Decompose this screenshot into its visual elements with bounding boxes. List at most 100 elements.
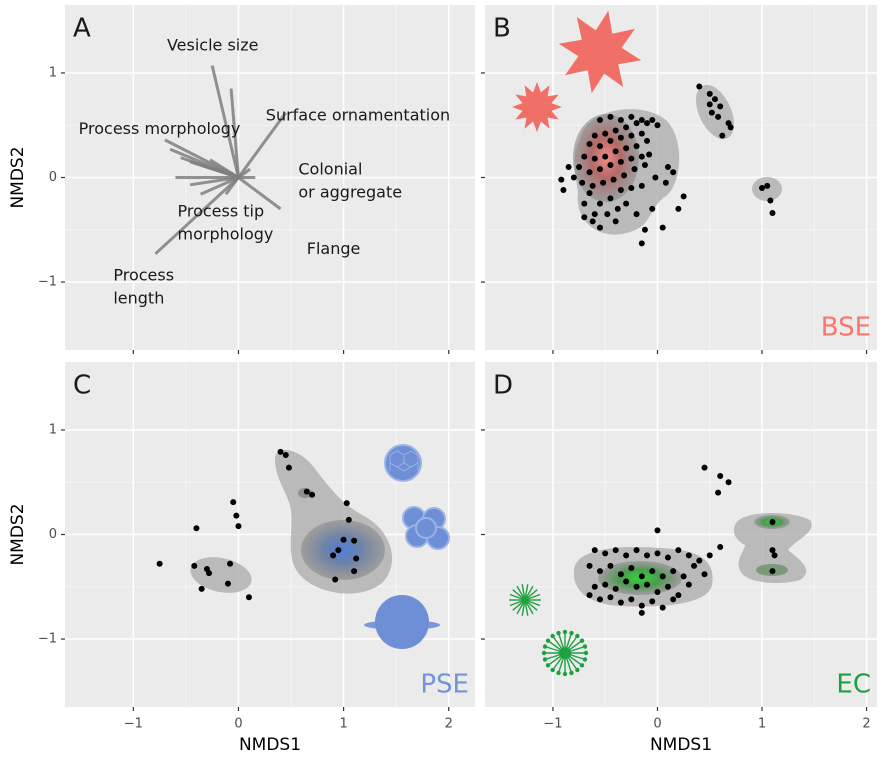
point: [303, 488, 310, 495]
panel-title: D: [493, 371, 513, 401]
point: [617, 134, 624, 141]
y-tick-label: 1: [49, 422, 57, 437]
y-tick-label: 0: [49, 170, 57, 185]
point: [345, 516, 352, 523]
point: [633, 143, 640, 150]
point: [706, 101, 713, 108]
point: [638, 153, 645, 160]
point: [701, 464, 708, 471]
loading-vector: [224, 176, 240, 196]
x-tick-label: −1: [124, 717, 143, 732]
point: [685, 552, 692, 559]
point: [612, 218, 619, 225]
point: [607, 195, 614, 202]
point: [602, 550, 609, 557]
point: [586, 169, 593, 176]
icon: [556, 630, 561, 636]
point: [638, 240, 645, 247]
icon: [582, 657, 588, 662]
point: [717, 544, 724, 551]
point: [596, 596, 603, 603]
labels: −1 0 1 A NMDS2 Vesicle size Surface ornamentat…: [8, 14, 871, 756]
x-tick-label: 2: [862, 717, 870, 732]
point: [617, 571, 624, 578]
point: [612, 585, 619, 592]
loading-vector: [237, 111, 287, 179]
point: [591, 132, 598, 139]
point: [644, 137, 651, 144]
point: [206, 570, 213, 577]
point: [696, 557, 703, 564]
annotation: Process tip: [177, 202, 264, 221]
x-axis-title: NMDS1: [239, 735, 301, 755]
point: [309, 491, 316, 498]
point: [596, 224, 603, 231]
icon: [550, 633, 555, 639]
point: [560, 187, 567, 194]
point: [664, 164, 671, 171]
point: [628, 564, 635, 571]
loading-vector: [237, 176, 282, 211]
point: [628, 596, 635, 603]
point: [596, 200, 603, 207]
point: [701, 571, 708, 578]
point: [769, 568, 776, 575]
annotation: length: [113, 288, 164, 307]
point: [623, 145, 630, 152]
point: [670, 596, 677, 603]
y-tick-label: −1: [38, 275, 57, 290]
point: [330, 552, 337, 559]
point: [638, 182, 645, 189]
panel-backgrounds: [65, 5, 877, 707]
y-axis-title: NMDS2: [8, 146, 28, 208]
point: [717, 103, 724, 110]
point: [623, 578, 630, 585]
loading-vector: [229, 88, 240, 178]
point: [759, 184, 766, 191]
point: [646, 151, 653, 158]
point: [659, 224, 666, 231]
point: [586, 190, 593, 197]
point: [589, 182, 596, 189]
point: [631, 166, 638, 173]
density: [190, 557, 252, 593]
point: [633, 211, 640, 218]
point: [617, 158, 624, 165]
point: [623, 124, 630, 131]
loading-vector: [200, 163, 239, 179]
icon: [575, 667, 580, 673]
point: [351, 568, 358, 575]
loading-vector: [200, 176, 240, 196]
icon: [575, 633, 580, 639]
point: [633, 583, 640, 590]
point: [198, 585, 205, 592]
point: [600, 179, 607, 186]
icon: [569, 670, 574, 676]
point: [664, 554, 671, 561]
point: [644, 120, 651, 127]
point: [644, 581, 651, 588]
annotation: Surface ornamentation: [266, 105, 450, 124]
x-tick-label: 0: [653, 717, 661, 732]
point: [725, 479, 732, 486]
point: [623, 200, 630, 207]
point: [607, 113, 614, 120]
point: [719, 132, 726, 139]
point: [233, 512, 240, 519]
point: [282, 452, 289, 459]
point: [769, 210, 776, 217]
annotation: Colonial: [298, 160, 362, 179]
panel-title: C: [73, 371, 91, 401]
point: [696, 83, 703, 90]
density: [696, 84, 734, 140]
point: [591, 583, 598, 590]
point: [628, 132, 635, 139]
point: [612, 148, 619, 155]
point: [604, 211, 611, 218]
point: [675, 592, 682, 599]
point: [589, 218, 596, 225]
point: [617, 599, 624, 606]
annotation: Process: [113, 265, 174, 284]
annotation: Vesicle size: [167, 35, 259, 54]
